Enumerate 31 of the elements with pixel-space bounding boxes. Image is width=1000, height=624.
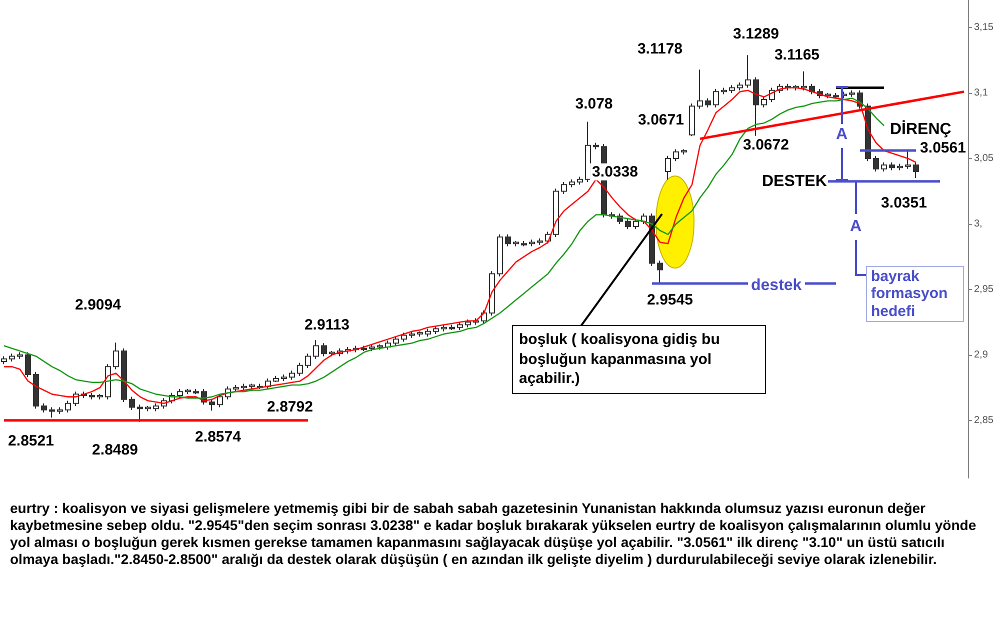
annotation: 2.8521	[8, 432, 54, 450]
y-tick-label: 2,85	[974, 414, 994, 426]
note-box: boşluk ( koalisyona gidiş bu boşluğun kapanmasına yol açabilir.)	[512, 325, 766, 394]
annotation: DESTEK	[762, 173, 827, 192]
annotation: DİRENÇ	[890, 121, 952, 140]
text: eurtry : koalisyon ve siyasi gelişmelere yetmemiş gibi bir de sabah sabah gazetesinin Yunanistan hakkında olumsuz yazısı euronun değer kaybetmesine sebep oldu. "2.9545"den seçim sonrası 3.0238" e kadar boşluk bırakarak yükselen eurtry de koalisyon çalışmalarının olumlu yönde yol alması o boşluğun gerek kısmen gerekse tamamen kapanmasını sağlayacak düşüşe yol açabilir. "3.0561" ilk direnç "3.10" un üstü satıcılı olmaya başladı."2.8450-2.8500" aralığı da destek olarak düşüşün ( en azından ilk gelişte diyelim ) durdurulabileceği seviye olarak izlenebilir.	[10, 500, 978, 568]
y-tick-label: 2,9	[974, 349, 988, 360]
annotation: 3.0351	[881, 194, 927, 212]
y-tick-label: 3,1	[974, 87, 988, 98]
annotation: 3.0672	[743, 136, 789, 154]
annotation: 3.0671	[638, 111, 684, 129]
annotation: 3.1289	[733, 25, 779, 43]
y-tick-label: 3,05	[974, 152, 994, 164]
note-box: bayrak formasyon hedefi	[866, 266, 964, 322]
annotation: 3.0338	[590, 163, 640, 181]
annotation: 2.9094	[75, 296, 121, 314]
y-tick-label: 3,15	[974, 22, 994, 33]
annotation: destek	[748, 277, 805, 296]
annotation: 3.1178	[637, 40, 683, 58]
annotation: 2.8489	[92, 441, 138, 459]
annotation: 2.9113	[304, 316, 350, 334]
annotation: A	[836, 126, 848, 144]
annotation: 2.9545	[647, 291, 693, 309]
annotation: 3.078	[575, 95, 613, 113]
annotation: 2.8792	[267, 398, 313, 416]
y-tick-label: 3,	[974, 218, 982, 230]
annotation: 3.0561	[920, 139, 966, 157]
annotation: 2.8574	[195, 428, 241, 446]
annotation: 3.1165	[774, 46, 820, 64]
y-tick-label: 2,95	[974, 284, 994, 295]
annotation: A	[850, 218, 862, 236]
